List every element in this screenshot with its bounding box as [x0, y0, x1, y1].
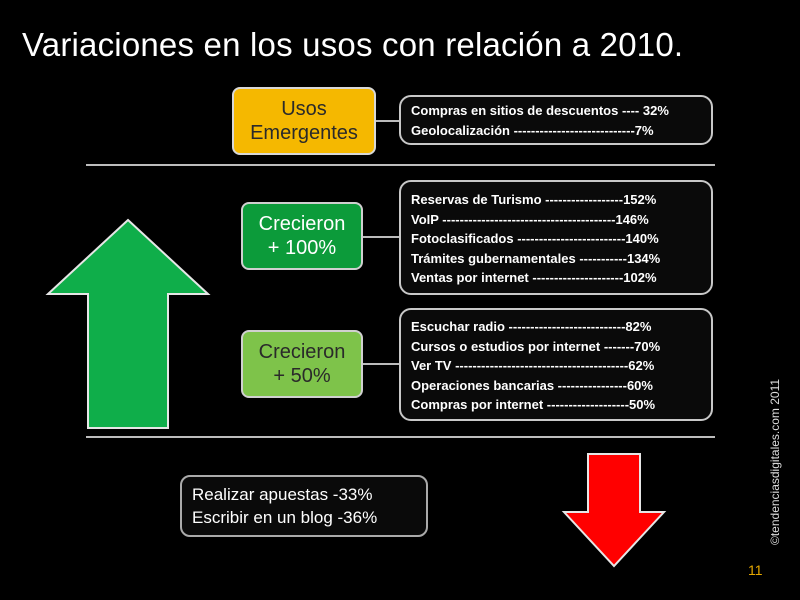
grew-50-list: Escuchar radio -------------------------…: [399, 308, 713, 421]
list-item: Ver TV ---------------------------------…: [411, 358, 655, 373]
list-item: Realizar apuestas -33%: [192, 485, 373, 504]
list-item: Escribir en un blog -36%: [192, 508, 378, 527]
down-arrow-icon: [561, 453, 667, 568]
declined-list: Realizar apuestas -33% Escribir en un bl…: [180, 475, 428, 537]
list-item: Cursos o estudios por internet -------70…: [411, 338, 661, 354]
page-number: 11: [748, 562, 763, 578]
list-item: Compras en sitios de descuentos ---- 32%: [411, 103, 669, 118]
copyright-text: ©tendenciasdigitales.com 2011: [768, 378, 782, 545]
slide-title: Variaciones en los usos con relación a 2…: [22, 26, 684, 63]
list-item: Compras por internet -------------------…: [411, 397, 656, 412]
list-item: Ventas por internet --------------------…: [411, 270, 657, 285]
category-grew-100: Crecieron + 100%: [241, 202, 363, 270]
grew-100-list: Reservas de Turismo ------------------15…: [399, 180, 713, 295]
category-emerging: Usos Emergentes: [232, 87, 376, 155]
divider-top: [86, 164, 715, 166]
list-item: Fotoclasificados -----------------------…: [411, 231, 659, 246]
list-item: VoIP -----------------------------------…: [411, 211, 649, 227]
list-item: Reservas de Turismo ------------------15…: [411, 192, 657, 207]
up-arrow-icon: [45, 218, 211, 429]
list-item: Trámites gubernamentales -----------134%: [411, 250, 661, 266]
list-item: Geolocalización ------------------------…: [411, 122, 654, 138]
emerging-list: Compras en sitios de descuentos ---- 32%…: [399, 95, 713, 145]
list-item: Operaciones bancarias ----------------60…: [411, 377, 653, 393]
divider-bottom: [86, 436, 715, 438]
list-item: Escuchar radio -------------------------…: [411, 319, 652, 334]
category-grew-50: Crecieron + 50%: [241, 330, 363, 398]
